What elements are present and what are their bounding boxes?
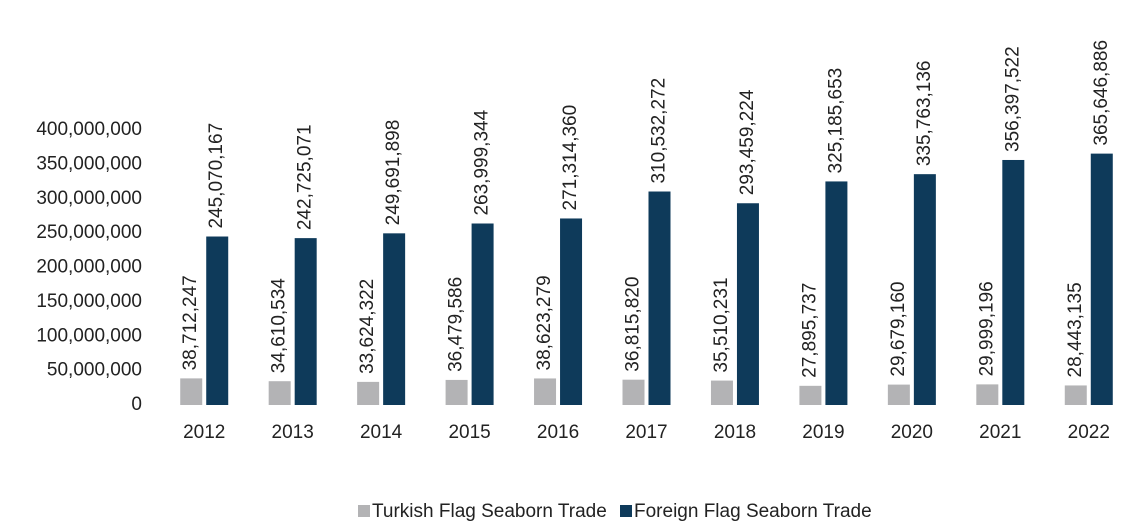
value-label: 242,725,071 (295, 124, 316, 230)
value-label: 293,459,224 (737, 89, 758, 195)
value-label: 29,999,196 (976, 281, 997, 376)
y-tick-label: 150,000,000 (36, 291, 142, 312)
bar (534, 378, 557, 405)
x-tick-label: 2016 (537, 422, 579, 443)
y-tick-label: 400,000,000 (36, 119, 142, 140)
y-tick-label: 300,000,000 (36, 188, 142, 209)
value-label: 33,624,322 (357, 279, 378, 374)
x-tick-label: 2017 (625, 422, 667, 443)
value-label: 310,532,272 (649, 78, 670, 184)
bar (825, 181, 848, 405)
value-label: 271,314,360 (560, 105, 581, 211)
bar (268, 381, 291, 405)
bar (1090, 153, 1113, 405)
value-label: 38,712,247 (180, 275, 201, 370)
x-tick-label: 2022 (1068, 422, 1110, 443)
legend-label: Turkish Flag Seaborn Trade (372, 501, 607, 522)
value-label: 263,999,344 (472, 109, 493, 215)
bar (887, 384, 910, 405)
y-tick-label: 200,000,000 (36, 257, 142, 278)
x-tick-label: 2013 (272, 422, 314, 443)
x-tick-label: 2014 (360, 422, 403, 443)
value-label: 36,815,820 (623, 277, 644, 372)
bar (560, 218, 583, 405)
bar (710, 380, 733, 405)
value-label: 356,397,522 (1002, 46, 1023, 152)
bar (622, 379, 645, 405)
bar (648, 191, 671, 405)
value-label: 335,763,136 (914, 60, 935, 166)
value-label: 29,679,160 (888, 282, 909, 377)
value-label: 34,610,534 (269, 278, 290, 374)
value-label: 249,691,898 (383, 120, 404, 226)
x-tick-label: 2020 (891, 422, 933, 443)
x-tick-label: 2019 (802, 422, 844, 443)
bar (913, 174, 936, 405)
y-tick-label: 50,000,000 (47, 360, 142, 381)
value-label: 36,479,586 (446, 277, 467, 372)
bar (1064, 385, 1087, 405)
y-tick-label: 0 (131, 394, 142, 415)
bar (294, 238, 317, 405)
x-tick-label: 2018 (714, 422, 756, 443)
value-label: 325,185,653 (825, 68, 846, 174)
x-tick-label: 2015 (448, 422, 490, 443)
legend-swatch (620, 505, 632, 517)
x-tick-label: 2021 (979, 422, 1021, 443)
value-label: 245,070,167 (206, 123, 227, 229)
bar (383, 233, 406, 405)
bar (1002, 159, 1025, 405)
value-label: 35,510,231 (711, 277, 732, 372)
bar (357, 381, 380, 405)
bar (471, 223, 494, 405)
value-label: 38,623,279 (534, 275, 555, 370)
value-label: 27,895,737 (799, 283, 820, 378)
value-label: 365,646,886 (1091, 40, 1112, 146)
bar (206, 236, 229, 405)
legend-swatch (358, 505, 370, 517)
legend-label: Foreign Flag Seaborn Trade (634, 501, 872, 522)
y-tick-label: 350,000,000 (36, 153, 142, 174)
bar (736, 203, 759, 405)
y-tick-label: 100,000,000 (36, 325, 142, 346)
bar (799, 385, 822, 405)
bar (180, 378, 203, 405)
y-tick-label: 250,000,000 (36, 222, 142, 243)
bar (976, 384, 999, 405)
value-label: 28,443,135 (1065, 282, 1086, 377)
x-tick-label: 2012 (183, 422, 225, 443)
bar (445, 379, 468, 405)
